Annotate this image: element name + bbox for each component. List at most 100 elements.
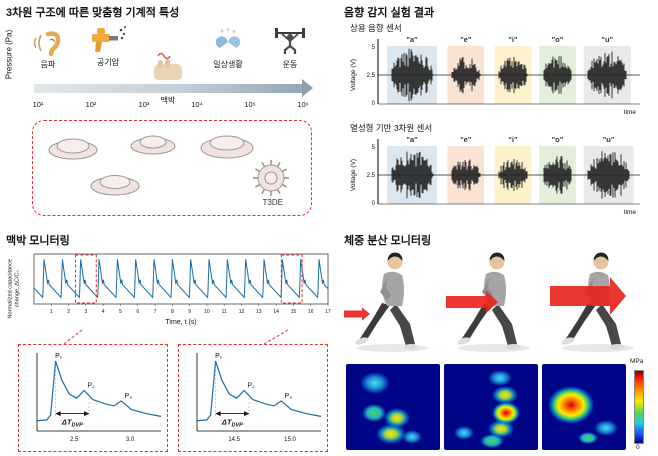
svg-text:14.5: 14.5 bbox=[228, 437, 240, 443]
panel-acoustic-title: 음향 감지 실험 결과 bbox=[344, 7, 435, 19]
svg-text:15: 15 bbox=[291, 309, 297, 315]
icon-label-airpressure: 공기압 bbox=[96, 58, 120, 67]
acoustic-chart-3d: "a" "e" "i" "o" "u" 5 2.5 0 Voltage (V) time bbox=[350, 135, 640, 216]
walking-person-1 bbox=[344, 252, 428, 352]
svg-text:5: 5 bbox=[372, 145, 376, 151]
svg-text:"i": "i" bbox=[508, 35, 518, 44]
dome-structures-illustration bbox=[48, 135, 289, 196]
panel-weight-title: 체중 분산 모니터링 bbox=[344, 235, 432, 247]
pulse-y-axis-label-line1: Normalized capacitance bbox=[7, 258, 14, 319]
svg-text:8: 8 bbox=[171, 309, 174, 315]
svg-text:3: 3 bbox=[84, 309, 87, 315]
pulse-zoom-inset-2: P₁ P₂ P₃ ΔTDVP 14.5 15.0 bbox=[178, 344, 328, 452]
svg-text:P₁: P₁ bbox=[55, 353, 63, 360]
svg-text:0: 0 bbox=[372, 101, 376, 107]
svg-text:ΔTDVP: ΔTDVP bbox=[221, 418, 243, 429]
panel-weight: 체중 분산 모니터링 MPa 0 bbox=[340, 230, 658, 456]
pressure-tick-3: 10³ bbox=[138, 100, 150, 109]
svg-text:P₂: P₂ bbox=[247, 383, 255, 390]
svg-text:3.0: 3.0 bbox=[126, 437, 135, 443]
svg-text:5: 5 bbox=[119, 309, 122, 315]
sensor-commercial-label: 상용 음향 센서 bbox=[350, 23, 402, 33]
svg-text:Time, t (s): Time, t (s) bbox=[165, 319, 196, 326]
pressure-tick-1: 10¹ bbox=[32, 100, 44, 109]
pulse-zoom-chart-1: P₁ P₂ P₃ ΔTDVP 2.5 3.0 bbox=[36, 353, 162, 443]
svg-text:0: 0 bbox=[372, 201, 376, 207]
pulse-zoom-inset-1: P₁ P₂ P₃ ΔTDVP 2.5 3.0 bbox=[18, 344, 168, 452]
pressure-colorbar bbox=[634, 370, 644, 444]
svg-text:Voltage (V): Voltage (V) bbox=[350, 59, 357, 91]
svg-text:14: 14 bbox=[273, 309, 279, 315]
svg-text:"o": "o" bbox=[552, 135, 564, 144]
pulse-y-axis-label-line2: change, ΔC/C₀ bbox=[14, 270, 20, 308]
svg-text:time: time bbox=[624, 109, 637, 116]
svg-text:"o": "o" bbox=[552, 35, 564, 44]
acoustic-chart-commercial: "a" "e" "i" "o" "u" 5 2.5 0 Voltage (V) time bbox=[350, 35, 640, 116]
svg-text:5: 5 bbox=[372, 45, 376, 51]
svg-text:P₂: P₂ bbox=[87, 383, 95, 390]
structure-gallery-box: T3DE bbox=[32, 120, 312, 216]
svg-text:9: 9 bbox=[188, 309, 191, 315]
walking-person-2 bbox=[446, 252, 530, 352]
pressure-axis-label: Pressure (Pa) bbox=[4, 29, 14, 80]
ear-icon bbox=[30, 28, 64, 58]
colorbar-bottom-label: 0 bbox=[636, 444, 640, 451]
panel-pulse: 맥박 모니터링 Normalized capacitance change, Δ… bbox=[4, 230, 338, 454]
svg-text:"u": "u" bbox=[601, 35, 613, 44]
svg-text:10: 10 bbox=[204, 309, 210, 315]
pressure-scale-arrowhead bbox=[302, 79, 313, 97]
svg-text:17: 17 bbox=[325, 309, 331, 315]
svg-text:Voltage (V): Voltage (V) bbox=[350, 159, 357, 191]
svg-text:2.5: 2.5 bbox=[70, 437, 79, 443]
svg-text:2.5: 2.5 bbox=[367, 73, 376, 79]
svg-text:11: 11 bbox=[222, 309, 227, 315]
svg-text:4: 4 bbox=[102, 309, 105, 315]
pulse-icon bbox=[150, 50, 186, 84]
icon-label-pulse: 맥박 bbox=[160, 96, 176, 105]
exercise-icon bbox=[272, 24, 308, 56]
pressure-tick-2: 10² bbox=[85, 100, 97, 109]
colorbar-top-label: MPa bbox=[630, 358, 644, 365]
svg-text:"a": "a" bbox=[406, 135, 418, 144]
svg-text:1: 1 bbox=[50, 309, 53, 315]
svg-text:ΔTDVP: ΔTDVP bbox=[61, 418, 83, 429]
pulse-y-axis-label: Normalized capacitance change, ΔC/C₀ bbox=[7, 241, 20, 337]
panel-mechanical: 3차원 구조에 따른 맞춤형 기계적 특성 Pressure (Pa) 음파 공… bbox=[4, 2, 338, 228]
icon-label-soundwave: 음파 bbox=[40, 60, 56, 69]
svg-text:P₁: P₁ bbox=[215, 353, 223, 360]
svg-text:time: time bbox=[624, 209, 637, 216]
panel-pulse-title: 맥박 모니터링 bbox=[6, 235, 70, 247]
pressure-heatmap-2 bbox=[444, 364, 538, 450]
pressure-tick-5: 10⁵ bbox=[244, 100, 256, 109]
svg-text:2: 2 bbox=[67, 309, 70, 315]
pressure-tick-6: 10⁶ bbox=[297, 100, 309, 109]
svg-text:15.0: 15.0 bbox=[284, 437, 296, 443]
pressure-heatmap-1 bbox=[346, 364, 440, 450]
svg-text:7: 7 bbox=[154, 309, 157, 315]
walking-person-3 bbox=[550, 252, 634, 352]
svg-text:"a": "a" bbox=[406, 35, 418, 44]
daily-life-icon bbox=[210, 26, 246, 56]
svg-text:P₃: P₃ bbox=[125, 393, 133, 400]
sensor-3d-label: 열성형 기반 3차원 센서 bbox=[350, 123, 433, 133]
svg-text:2.5: 2.5 bbox=[367, 173, 376, 179]
panel-acoustic: 음향 감지 실험 결과 상용 음향 센서 "a" "e" "i" "o" "u" 5 2.5… bbox=[340, 2, 656, 228]
svg-text:16: 16 bbox=[308, 309, 314, 315]
icon-label-exercise: 운동 bbox=[282, 60, 298, 69]
device-label: T3DE bbox=[262, 198, 283, 207]
pressure-tick-4: 10⁴ bbox=[191, 100, 203, 109]
svg-text:"e": "e" bbox=[460, 135, 472, 144]
svg-text:"i": "i" bbox=[508, 135, 518, 144]
icon-label-dailylife: 일상생활 bbox=[213, 60, 243, 69]
pressure-heatmap-3 bbox=[542, 364, 626, 450]
svg-text:6: 6 bbox=[136, 309, 139, 315]
svg-text:12: 12 bbox=[239, 309, 245, 315]
svg-text:P₃: P₃ bbox=[285, 393, 293, 400]
panel-mechanical-title: 3차원 구조에 따른 맞춤형 기계적 특성 bbox=[6, 7, 180, 19]
pressure-scale-bar bbox=[34, 84, 302, 93]
svg-text:13: 13 bbox=[256, 309, 262, 315]
svg-text:"e": "e" bbox=[460, 35, 472, 44]
pulse-zoom-chart-2: P₁ P₂ P₃ ΔTDVP 14.5 15.0 bbox=[196, 353, 322, 443]
svg-text:"u": "u" bbox=[603, 135, 615, 144]
